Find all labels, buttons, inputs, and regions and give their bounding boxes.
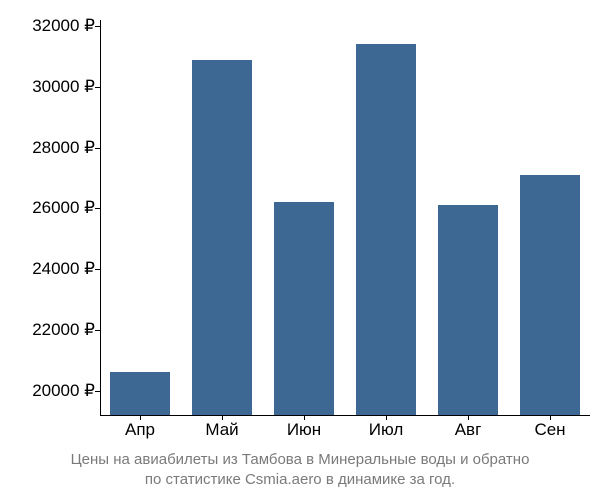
bar — [110, 372, 170, 415]
x-tick-mark — [304, 415, 305, 420]
x-axis-line — [100, 415, 590, 416]
price-chart: 20000 ₽ 22000 ₽ 24000 ₽ 26000 ₽ 28000 ₽ 30000… — [0, 0, 600, 500]
y-tick-mark — [95, 148, 100, 149]
x-tick-label: Май — [205, 420, 238, 440]
bar — [438, 205, 498, 415]
x-tick-mark — [222, 415, 223, 420]
bar — [356, 44, 416, 415]
x-tick-mark — [550, 415, 551, 420]
x-tick-mark — [386, 415, 387, 420]
y-tick-label: 22000 ₽ — [32, 320, 95, 340]
x-tick-mark — [468, 415, 469, 420]
y-tick-mark — [95, 208, 100, 209]
y-tick-mark — [95, 269, 100, 270]
x-tick-label: Сен — [534, 420, 565, 440]
x-tick-label: Июл — [369, 420, 404, 440]
y-tick-mark — [95, 330, 100, 331]
y-tick-label: 26000 ₽ — [32, 198, 95, 218]
caption-line-1: Цены на авиабилеты из Тамбова в Минераль… — [71, 451, 530, 468]
x-tick-mark — [140, 415, 141, 420]
x-tick-label: Авг — [455, 420, 482, 440]
caption-line-2: по статистике Csmia.aero в динамике за г… — [145, 471, 455, 488]
y-tick-label: 32000 ₽ — [32, 16, 95, 36]
y-tick-mark — [95, 391, 100, 392]
bar — [192, 60, 252, 416]
plot-area — [100, 20, 590, 415]
y-tick-mark — [95, 26, 100, 27]
y-tick-label: 20000 ₽ — [32, 381, 95, 401]
bar — [520, 175, 580, 415]
y-tick-label: 24000 ₽ — [32, 259, 95, 279]
y-tick-mark — [95, 87, 100, 88]
chart-caption: Цены на авиабилеты из Тамбова в Минераль… — [0, 450, 600, 491]
y-tick-label: 30000 ₽ — [32, 77, 95, 97]
x-tick-label: Июн — [287, 420, 321, 440]
x-tick-label: Апр — [125, 420, 155, 440]
y-tick-label: 28000 ₽ — [32, 138, 95, 158]
bar — [274, 202, 334, 415]
